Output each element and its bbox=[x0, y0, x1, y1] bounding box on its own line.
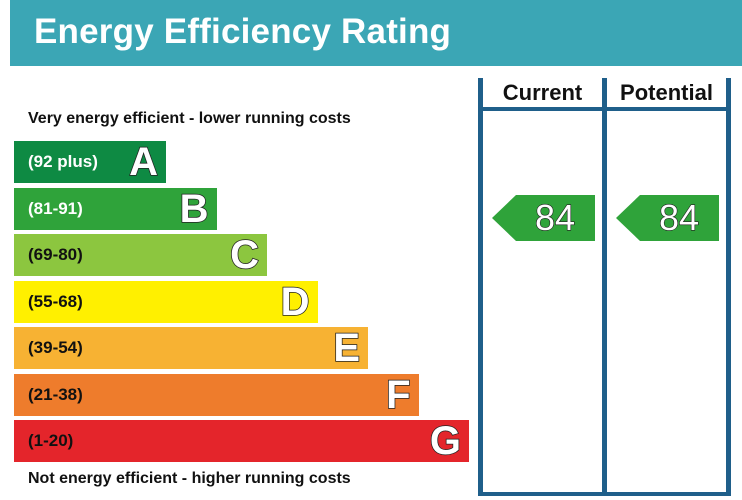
band-letter: F bbox=[385, 372, 411, 418]
column-bottom-line bbox=[478, 492, 731, 496]
band-letter: C bbox=[229, 232, 259, 278]
column-divider-right bbox=[726, 78, 731, 496]
top-caption: Very energy efficient - lower running co… bbox=[28, 110, 351, 127]
current-rating-value: 84 bbox=[534, 196, 576, 238]
potential-rating-value: 84 bbox=[658, 196, 700, 238]
band-range-label: (69-80) bbox=[28, 245, 83, 264]
band-d: (55-68) D bbox=[14, 279, 318, 325]
band-letter: G bbox=[429, 418, 462, 464]
band-e: (39-54) E bbox=[14, 325, 368, 371]
band-range-label: (21-38) bbox=[28, 384, 83, 404]
band-range-label: (81-91) bbox=[28, 198, 83, 218]
page-title: Energy Efficiency Rating bbox=[34, 12, 452, 51]
potential-rating-arrow: 84 bbox=[616, 195, 721, 241]
band-a: (92 plus) A bbox=[14, 139, 166, 185]
band-letter: D bbox=[280, 279, 310, 325]
current-column-header: Current bbox=[502, 80, 583, 105]
column-divider-left bbox=[478, 78, 483, 496]
current-rating-arrow: 84 bbox=[492, 195, 597, 241]
band-letter: B bbox=[179, 186, 209, 232]
band-g: (1-20) G bbox=[14, 418, 469, 464]
column-header-underline bbox=[478, 107, 731, 111]
header-bar: Energy Efficiency Rating bbox=[10, 0, 742, 66]
band-letter: A bbox=[128, 139, 158, 185]
column-divider-middle bbox=[602, 78, 607, 496]
band-b: (81-91) B bbox=[14, 186, 217, 232]
band-range-label: (39-54) bbox=[28, 338, 83, 357]
band-letter: E bbox=[333, 325, 361, 371]
band-c: (69-80) C bbox=[14, 232, 267, 278]
bottom-caption: Not energy efficient - higher running co… bbox=[28, 470, 351, 487]
band-range-label: (55-68) bbox=[28, 291, 83, 311]
band-range-label: (92 plus) bbox=[28, 152, 98, 171]
potential-column-header: Potential bbox=[620, 80, 713, 105]
potential-arrow-shape bbox=[616, 195, 719, 241]
band-f: (21-38) F bbox=[14, 372, 419, 418]
current-arrow-shape bbox=[492, 195, 595, 241]
band-range-label: (1-20) bbox=[28, 431, 74, 450]
